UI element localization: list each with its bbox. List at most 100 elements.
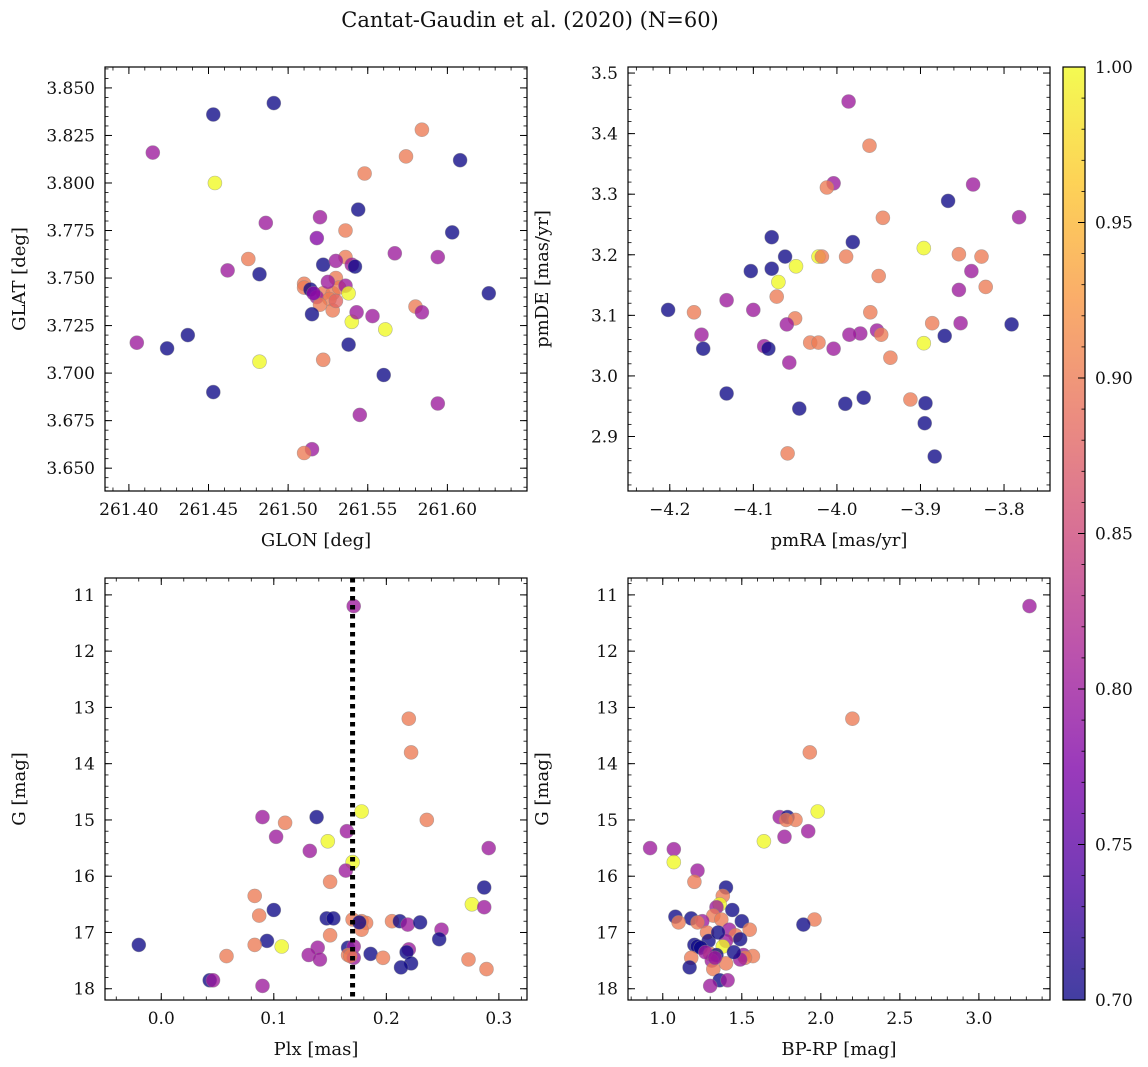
data-point xyxy=(903,392,918,407)
data-point xyxy=(320,274,336,290)
x-tick-label: 0.2 xyxy=(373,1009,400,1029)
data-point xyxy=(745,302,761,318)
data-point xyxy=(862,138,877,153)
data-point xyxy=(781,355,797,370)
data-point xyxy=(259,933,275,949)
data-point xyxy=(350,202,366,217)
data-point xyxy=(742,922,758,938)
x-tick-label: 0.0 xyxy=(148,1009,175,1029)
data-point xyxy=(476,899,492,915)
data-point xyxy=(743,263,759,279)
data-point xyxy=(341,285,356,301)
data-point xyxy=(309,809,324,825)
y-tick-label: 2.9 xyxy=(591,427,618,447)
data-point xyxy=(274,939,290,954)
colorbar-tick-label: 0.85 xyxy=(1095,525,1133,545)
data-point xyxy=(304,306,320,322)
y-tick-label: 3.5 xyxy=(591,64,618,84)
data-point xyxy=(452,152,468,168)
x-axis-label: GLON [deg] xyxy=(261,530,371,551)
y-tick-label: 16 xyxy=(73,867,95,887)
axes-frame xyxy=(627,577,1051,1001)
colorbar: 0.70 0.75 0.80 0.85 0.90 0.95 1.00 xyxy=(1062,58,1133,1011)
data-point xyxy=(326,911,341,926)
data-point xyxy=(145,145,161,160)
data-point xyxy=(266,95,282,111)
data-point xyxy=(401,711,417,727)
data-point xyxy=(309,230,325,246)
data-point xyxy=(1022,598,1037,614)
x-tick-label: 261.45 xyxy=(179,500,238,520)
data-point xyxy=(780,446,795,461)
data-point xyxy=(811,335,826,350)
data-point xyxy=(690,915,705,930)
y-tick-label: 3.775 xyxy=(46,222,95,242)
data-point xyxy=(927,449,943,464)
data-point xyxy=(845,234,861,250)
data-point xyxy=(918,395,933,411)
data-point xyxy=(315,352,331,368)
data-point xyxy=(916,335,932,351)
data-point xyxy=(1004,317,1019,332)
data-point xyxy=(707,950,723,966)
data-point xyxy=(671,915,686,930)
y-axis-label: G [mag] xyxy=(532,752,553,825)
data-point xyxy=(682,960,697,975)
data-point xyxy=(266,902,282,918)
x-tick-label: 2.0 xyxy=(807,1009,834,1029)
data-point xyxy=(883,350,898,366)
data-point xyxy=(277,815,293,831)
data-point xyxy=(296,445,312,461)
y-tick-label: 18 xyxy=(596,980,618,1000)
y-tick-label: 3.750 xyxy=(46,269,95,289)
data-point xyxy=(207,175,223,191)
data-point xyxy=(206,384,221,400)
y-tick-label: 11 xyxy=(73,586,95,606)
points-pmra-pmde xyxy=(660,94,1027,464)
data-point xyxy=(778,812,794,828)
data-point xyxy=(1011,209,1027,225)
data-point xyxy=(476,880,492,895)
points-glon-glat xyxy=(129,95,497,461)
colorbar-tick-label: 0.80 xyxy=(1095,680,1133,700)
colorbar-tick-label: 0.95 xyxy=(1095,214,1133,234)
data-point xyxy=(841,94,856,109)
data-point xyxy=(387,246,403,261)
x-tick-label: −4.2 xyxy=(649,500,690,520)
data-point xyxy=(315,257,331,273)
data-point xyxy=(974,249,989,264)
data-point xyxy=(322,927,338,943)
data-point xyxy=(444,225,460,240)
panel-bprp-g: 1.0 1.5 2.0 2.5 3.0 11 12 13 14 15 16 17 18 BP-RP [ma… xyxy=(532,577,1051,1060)
data-point xyxy=(719,292,734,308)
data-point xyxy=(710,925,726,940)
data-point xyxy=(916,240,932,256)
data-point xyxy=(917,415,933,431)
data-point xyxy=(357,166,372,181)
y-tick-label: 3.850 xyxy=(46,79,95,99)
x-tick-label: 0.3 xyxy=(485,1009,512,1029)
data-point xyxy=(779,317,795,332)
data-point xyxy=(363,946,378,962)
y-tick-label: 3.3 xyxy=(591,185,618,205)
x-tick-label: 0.1 xyxy=(260,1009,287,1029)
data-point xyxy=(937,328,953,344)
data-point xyxy=(414,122,430,137)
data-point xyxy=(660,302,676,318)
data-point xyxy=(777,829,792,845)
data-point xyxy=(800,823,816,839)
colorbar-tick-label: 1.00 xyxy=(1095,58,1133,78)
data-point xyxy=(302,843,318,859)
data-point xyxy=(180,327,196,343)
x-tick-label: 261.40 xyxy=(99,500,158,520)
axes-frame xyxy=(104,66,528,492)
y-axis-label: G [mag] xyxy=(9,752,30,825)
data-point xyxy=(756,833,772,849)
data-point xyxy=(376,367,392,383)
data-point xyxy=(687,874,702,890)
data-point xyxy=(258,215,274,231)
data-point xyxy=(481,840,497,856)
data-point xyxy=(403,745,419,760)
data-point xyxy=(365,308,380,324)
